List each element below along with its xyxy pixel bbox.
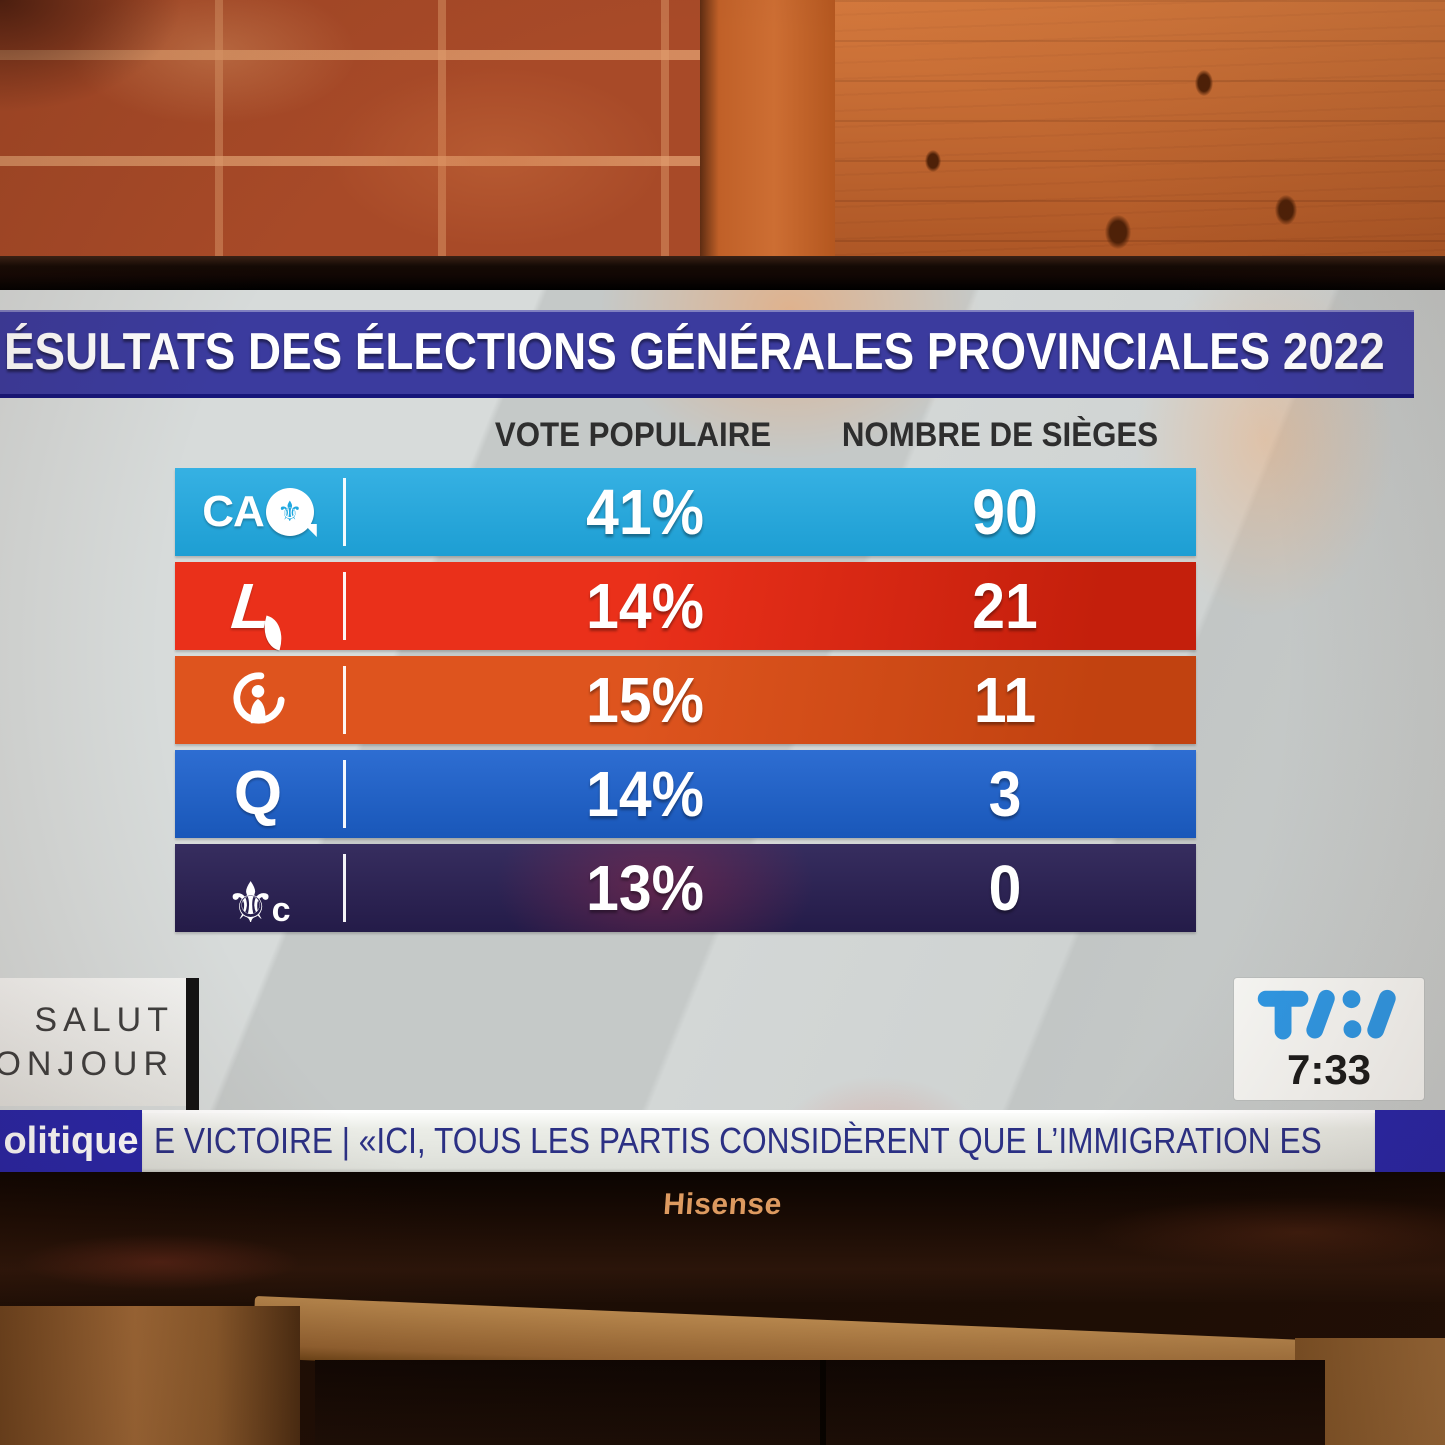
caq-logo: CA ⚜	[175, 468, 341, 556]
qs-logo	[175, 656, 341, 744]
row-divider	[343, 760, 346, 828]
plq-seat-count: 21	[972, 570, 1038, 642]
pq-logo-text: Q	[233, 759, 283, 828]
show-bug-line1: SALUT	[34, 1001, 174, 1039]
column-header-seats: NOMBRE DE SIÈGES	[841, 416, 1159, 454]
table-row-pcq: ⚜ c 13% 0	[175, 844, 1196, 932]
tv-bezel-top	[0, 256, 1445, 290]
ticker-end-box	[1375, 1110, 1445, 1172]
wood-knot	[1105, 215, 1131, 249]
wood-plank	[700, 0, 835, 262]
row-divider	[343, 572, 346, 640]
clock-time: 7:33	[1286, 1046, 1372, 1093]
tv-screen: ÉSULTATS DES ÉLECTIONS GÉNÉRALES PROVINC…	[0, 290, 1445, 1172]
pq-vote-share: 14%	[586, 758, 704, 830]
pcq-vote-share: 13%	[586, 852, 704, 924]
pq-seat-count: 3	[988, 758, 1022, 830]
network-bug-tva: 7:33	[1234, 978, 1424, 1100]
brick-wall	[0, 0, 710, 262]
table-row-pq: Q 14% 3	[175, 750, 1196, 838]
tv-stand-left-pillar	[0, 1306, 300, 1445]
wood-knot	[1195, 70, 1213, 96]
fleur-de-lis-icon: ⚜	[277, 495, 303, 528]
table-row-qs: 15% 11	[175, 656, 1196, 744]
news-ticker: olitique E VICTOIRE | «ICI, TOUS LES PAR…	[0, 1110, 1445, 1172]
qs-vote-share: 15%	[586, 664, 704, 736]
tv-stand-cabinet	[315, 1360, 1325, 1445]
plq-logo: L	[175, 562, 341, 651]
title-banner: ÉSULTATS DES ÉLECTIONS GÉNÉRALES PROVINC…	[0, 310, 1414, 394]
table-row-caq: CA ⚜ 41% 90	[175, 468, 1196, 556]
column-header-vote: VOTE POPULAIRE	[494, 416, 772, 454]
tva-logo-icon	[1257, 989, 1396, 1040]
table-row-plq: L 14% 21	[175, 562, 1196, 651]
wood-knot	[1275, 195, 1297, 225]
results-table: CA ⚜ 41% 90 L 14% 21	[175, 468, 1196, 938]
caq-vote-share: 41%	[586, 476, 704, 548]
qs-seat-count: 11	[973, 664, 1037, 736]
pq-logo: Q	[175, 750, 341, 838]
plq-vote-share: 14%	[586, 570, 704, 642]
ticker-headline: E VICTOIRE | «ICI, TOUS LES PARTIS CONSI…	[154, 1120, 1322, 1161]
wood-knot	[925, 150, 941, 172]
ticker-category-badge: olitique	[0, 1110, 142, 1172]
tv-stand	[0, 1296, 1445, 1445]
row-divider	[343, 666, 346, 734]
row-divider	[343, 854, 346, 922]
ticker-bar: E VICTOIRE | «ICI, TOUS LES PARTIS CONSI…	[142, 1110, 1375, 1172]
tv-bezel-bottom: Hisense	[0, 1172, 1445, 1302]
caq-logo-text: CA	[202, 487, 265, 536]
qs-swirl-icon	[233, 672, 285, 724]
pcq-logo-text: c	[271, 891, 291, 929]
cabinet-door-seam	[820, 1360, 826, 1445]
tv-brand-label: Hisense	[662, 1188, 783, 1221]
show-bug-line2: ONJOUR	[0, 1045, 174, 1083]
caq-seat-count: 90	[972, 476, 1038, 548]
caq-logo-bubble: ⚜	[265, 488, 314, 536]
row-divider	[343, 478, 346, 546]
pcq-logo: ⚜ c	[175, 844, 341, 932]
show-bug-salut-bonjour: SALUT ONJOUR	[0, 978, 186, 1106]
fleur-de-lis-icon: ⚜	[225, 871, 276, 936]
show-bug-divider-bar	[186, 978, 199, 1114]
pcq-seat-count: 0	[988, 852, 1022, 924]
wood-wall	[835, 0, 1445, 262]
page-title: ÉSULTATS DES ÉLECTIONS GÉNÉRALES PROVINC…	[4, 323, 1385, 381]
